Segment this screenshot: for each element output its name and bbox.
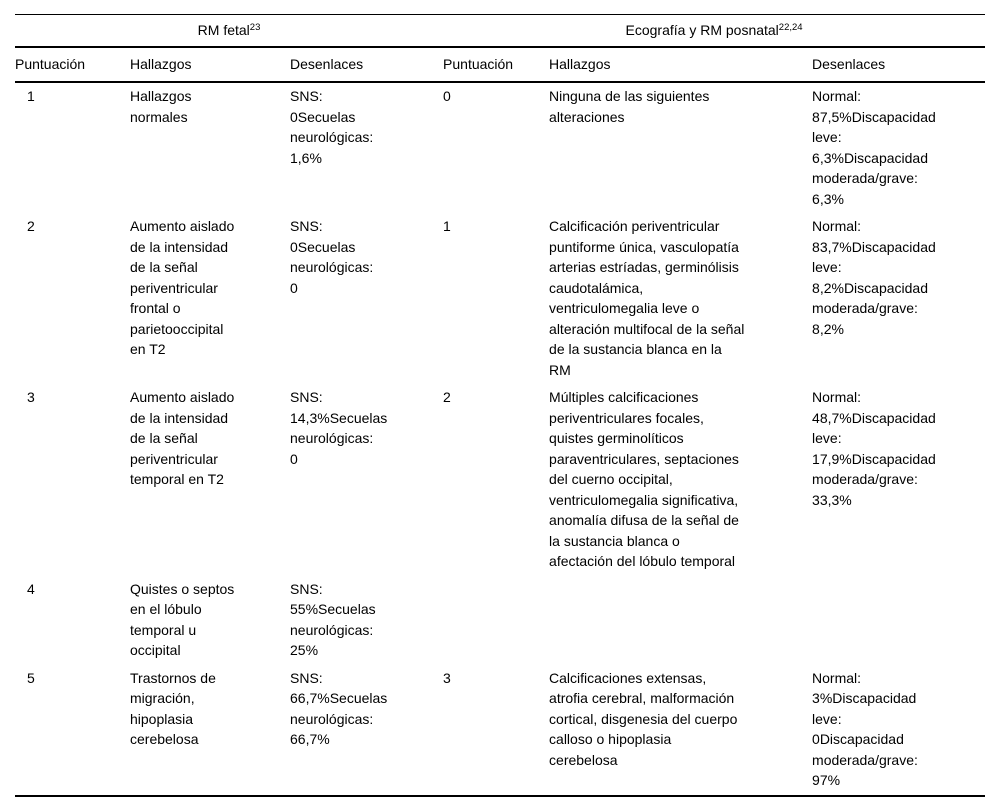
cell-posnatal-findings: Calcificación periventricular puntiforme… (549, 218, 745, 378)
cell-fetal-findings: Aumento aislado de la intensidad de la s… (130, 218, 235, 357)
col-header-hallazgos-fetal: Hallazgos (130, 47, 290, 83)
cell-posnatal-score: 0 (443, 88, 451, 104)
cell-fetal-outcomes: SNS: 0Secuelas neurológicas: 1,6% (290, 88, 374, 166)
col-header-puntuacion-posnatal: Puntuación (443, 47, 550, 83)
table-row: 4 Quistes o septos en el lóbulo temporal… (15, 576, 985, 665)
column-header-row: Puntuación Hallazgos Desenlaces Puntuaci… (15, 47, 986, 83)
group-header-eco-rm-posnatal-label: Ecografía y RM posnatal (625, 22, 779, 38)
cell-posnatal-findings: Calcificaciones extensas, atrofia cerebr… (549, 669, 738, 768)
group-header-rm-fetal: RM fetal23 (15, 14, 444, 48)
cell-fetal-outcomes: SNS: 55%Secuelas neurológicas: 25% (290, 580, 376, 659)
cell-fetal-outcomes: SNS: 0Secuelas neurológicas: 0 (290, 218, 374, 296)
cell-posnatal-outcomes: Normal: 87,5%Discapacidad leve: 6,3%Disc… (812, 88, 936, 207)
group-header-row: RM fetal23 Ecografía y RM posnatal22,24 (15, 14, 986, 48)
reference-superscript: 22,24 (778, 22, 803, 33)
cell-fetal-score: 3 (27, 389, 35, 405)
cell-posnatal-score (443, 576, 549, 665)
reference-superscript: 23 (249, 22, 261, 33)
cell-posnatal-findings: Ninguna de las siguientes alteraciones (549, 88, 710, 125)
cell-posnatal-findings: Múltiples calcificaciones periventricula… (549, 389, 739, 569)
cell-fetal-findings: Aumento aislado de la intensidad de la s… (130, 389, 235, 487)
col-header-desenlaces-fetal: Desenlaces (290, 47, 444, 83)
cell-fetal-outcomes: SNS: 66,7%Secuelas neurológicas: 66,7% (290, 669, 388, 748)
cell-posnatal-score: 3 (443, 669, 451, 686)
cell-fetal-score: 4 (27, 580, 35, 597)
group-header-eco-rm-posnatal: Ecografía y RM posnatal22,24 (443, 14, 986, 48)
cell-posnatal-score: 2 (443, 389, 451, 405)
table-row: 3 Aumento aislado de la intensidad de la… (15, 384, 985, 576)
cell-posnatal-findings (549, 576, 812, 665)
cell-fetal-score: 1 (27, 88, 35, 104)
cell-fetal-score: 5 (27, 669, 35, 686)
col-header-hallazgos-posnatal: Hallazgos (549, 47, 813, 83)
fetal-postnatal-scoring-table: RM fetal23 Ecografía y RM posnatal22,24 … (15, 14, 986, 797)
cell-posnatal-outcomes: Normal: 48,7%Discapacidad leve: 17,9%Dis… (812, 389, 936, 508)
col-header-puntuacion-fetal: Puntuación (15, 47, 130, 83)
cell-posnatal-outcomes: Normal: 83,7%Discapacidad leve: 8,2%Disc… (812, 218, 936, 337)
scoring-table-container: RM fetal23 Ecografía y RM posnatal22,24 … (15, 14, 986, 797)
cell-fetal-findings: Trastornos de migración, hipoplasia cere… (130, 669, 216, 748)
cell-posnatal-score: 1 (443, 218, 451, 234)
table-row: 5 Trastornos de migración, hipoplasia ce… (15, 665, 985, 796)
cell-posnatal-outcomes (812, 576, 985, 665)
cell-fetal-outcomes: SNS: 14,3%Secuelas neurológicas: 0 (290, 389, 388, 467)
cell-posnatal-outcomes: Normal: 3%Discapacidad leve: 0Discapacid… (812, 669, 918, 789)
cell-fetal-score: 2 (27, 218, 35, 234)
group-header-rm-fetal-label: RM fetal (197, 22, 250, 38)
cell-fetal-findings: Quistes o septos en el lóbulo temporal u… (130, 580, 235, 659)
table-row: 2 Aumento aislado de la intensidad de la… (15, 213, 985, 384)
col-header-desenlaces-posnatal: Desenlaces (812, 47, 986, 83)
cell-fetal-findings: Hallazgos normales (130, 88, 192, 125)
table-row: 1 Hallazgos normales SNS: 0Secuelas neur… (15, 82, 985, 213)
